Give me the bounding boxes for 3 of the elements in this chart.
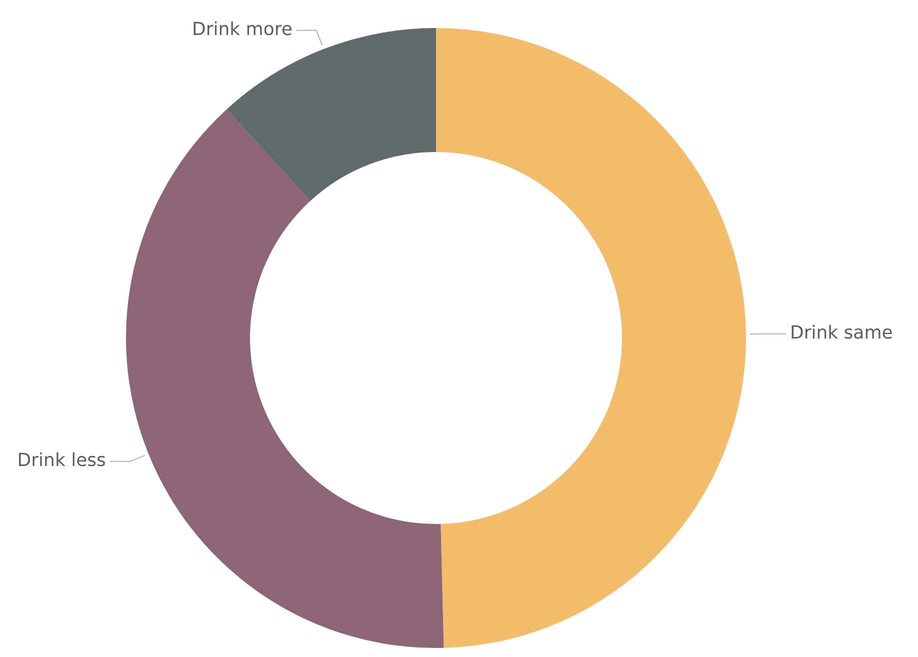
slice-label: Drink more <box>192 19 292 40</box>
slice-label: Drink less <box>17 450 106 472</box>
slice-label: Drink same <box>790 322 893 344</box>
